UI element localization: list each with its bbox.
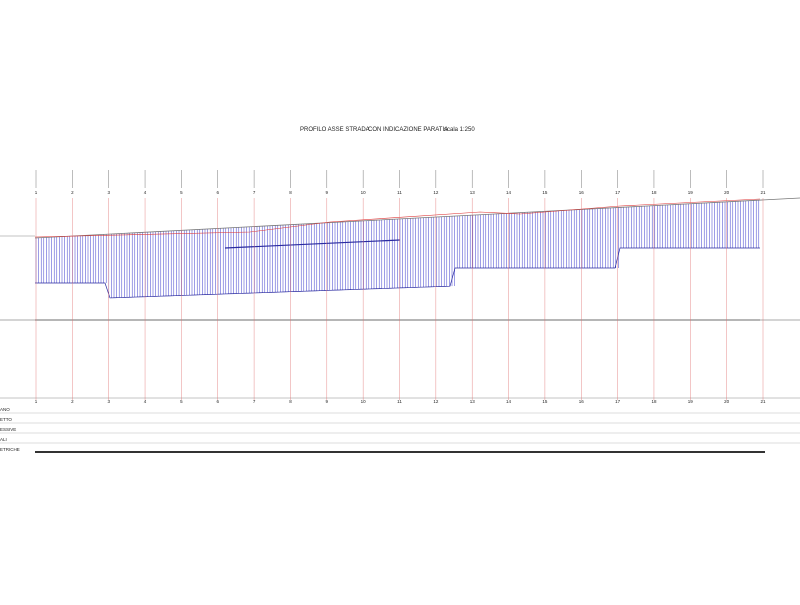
section-number: 18	[651, 190, 657, 195]
section-number-bottom: 6	[216, 399, 219, 404]
pile-bottom	[35, 247, 760, 299]
road-profile	[34, 197, 800, 239]
section-number: 21	[760, 190, 766, 195]
row-label: ETTO	[0, 417, 12, 422]
section-number-bottom: 2	[71, 399, 74, 404]
section-number: 16	[579, 190, 585, 195]
row-label: ANO	[0, 407, 10, 412]
section-number-bottom: 10	[361, 399, 367, 404]
section-number-bottom: 5	[180, 399, 183, 404]
ground-line	[34, 198, 761, 238]
row-labels: ANO ETTO ESSIVE ALI ETRICHE	[0, 407, 20, 452]
section-number: 15	[542, 190, 548, 195]
section-number: 7	[253, 190, 256, 195]
section-number: 14	[506, 190, 512, 195]
section-number-bottom: 18	[651, 399, 657, 404]
section-number: 11	[397, 190, 402, 195]
sheet-pile-hatch	[34, 197, 800, 321]
section-number: 8	[289, 190, 292, 195]
row-label: ALI	[0, 437, 7, 442]
section-number-bottom: 11	[397, 399, 402, 404]
row-label: ESSIVE	[0, 427, 16, 432]
section-number-bottom: 12	[433, 399, 439, 404]
section-number-bottom: 4	[144, 399, 147, 404]
section-number-bottom: 15	[542, 399, 548, 404]
section-number-bottom: 14	[506, 399, 512, 404]
subtitle: CON INDICAZIONE PARATIA	[368, 127, 448, 133]
section-number-bottom: 19	[688, 399, 694, 404]
section-number: 13	[470, 190, 476, 195]
section-number-bottom: 9	[326, 399, 329, 404]
section-number-bottom: 21	[760, 399, 766, 404]
section-number-bottom: 16	[579, 399, 585, 404]
scale: scala 1:250	[444, 127, 475, 133]
section-number: 4	[144, 190, 147, 195]
section-number: 1	[35, 190, 38, 195]
section-number: 2	[71, 190, 74, 195]
section-number: 6	[216, 190, 219, 195]
section-number: 10	[361, 190, 367, 195]
sections: 1122334455667788991010111112121313141415…	[35, 170, 766, 404]
section-number-bottom: 3	[107, 399, 110, 404]
section-number-bottom: 7	[253, 399, 256, 404]
section-number-bottom: 8	[289, 399, 292, 404]
section-number: 12	[433, 190, 439, 195]
section-number-bottom: 20	[724, 399, 730, 404]
section-number-bottom: 1	[35, 399, 38, 404]
section-number: 9	[326, 190, 329, 195]
section-number: 5	[180, 190, 183, 195]
section-number-bottom: 17	[615, 399, 621, 404]
section-number: 19	[688, 190, 694, 195]
row-label: ETRICHE	[0, 447, 20, 452]
section-number: 20	[724, 190, 730, 195]
section-number: 17	[615, 190, 621, 195]
section-number-bottom: 13	[470, 399, 476, 404]
title: PROFILO ASSE STRADA	[300, 127, 370, 133]
section-number: 3	[107, 190, 110, 195]
